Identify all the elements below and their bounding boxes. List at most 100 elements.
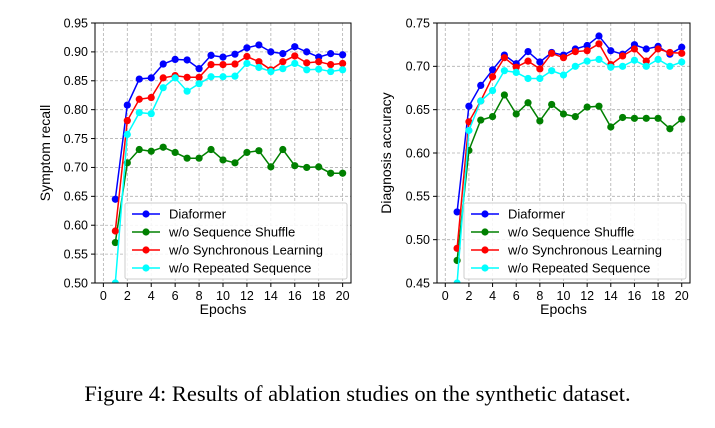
- series-2: [111, 143, 347, 247]
- data-point: [630, 114, 639, 122]
- data-point: [607, 63, 615, 71]
- y-tick-label: 0.70: [64, 161, 88, 175]
- legend-marker: [481, 264, 489, 272]
- data-point: [477, 81, 485, 89]
- y-tick-label: 0.55: [64, 247, 88, 261]
- data-point: [630, 56, 639, 64]
- chart-1: 0.50 0.55 0.60 0.65 0.70 0.75 0.80 0.85 0.90 0.95…: [37, 16, 352, 317]
- legend-marker: [481, 210, 489, 218]
- data-point: [267, 48, 275, 56]
- y-tick-label: 0.65: [406, 103, 430, 117]
- legend-label: w/o Sequence Shuffle: [168, 225, 295, 240]
- data-point: [183, 154, 191, 162]
- data-point: [147, 110, 155, 118]
- data-point: [303, 48, 311, 56]
- x-tick-label: 0: [100, 289, 107, 303]
- legend-label: w/o Synchronous Learning: [507, 243, 662, 258]
- data-point: [571, 113, 579, 121]
- legend-label: w/o Sequence Shuffle: [507, 225, 634, 240]
- data-point: [339, 59, 347, 68]
- data-point: [291, 52, 299, 60]
- data-point: [327, 67, 335, 76]
- data-point: [548, 100, 556, 109]
- legend-marker: [142, 264, 150, 272]
- data-point: [123, 101, 131, 109]
- data-point: [642, 62, 650, 70]
- data-point: [207, 145, 215, 154]
- data-point: [500, 54, 508, 62]
- data-point: [678, 115, 686, 123]
- data-point: [571, 48, 579, 56]
- legend: Diaformer w/o Sequence Shuffle w/o Synchro…: [463, 202, 687, 280]
- data-point: [279, 145, 287, 154]
- data-point: [512, 63, 520, 71]
- data-point: [500, 91, 508, 99]
- data-point: [243, 44, 251, 52]
- data-point: [315, 58, 323, 66]
- data-point: [583, 47, 591, 55]
- data-point: [207, 51, 215, 59]
- legend-label: w/o Synchronous Learning: [168, 243, 323, 258]
- data-point: [548, 49, 556, 57]
- data-point: [315, 163, 323, 171]
- data-point: [536, 65, 544, 73]
- x-tick-label: 4: [148, 289, 155, 303]
- data-point: [111, 279, 119, 283]
- data-point: [465, 118, 473, 126]
- data-point: [327, 50, 335, 58]
- y-tick-label: 0.55: [406, 190, 430, 204]
- x-tick-label: 16: [288, 289, 302, 303]
- legend-label: w/o Repeated Sequence: [168, 261, 311, 276]
- x-tick-label: 4: [489, 289, 496, 303]
- data-point: [255, 41, 263, 49]
- x-tick-label: 8: [536, 289, 543, 303]
- data-point: [477, 97, 485, 105]
- data-point: [207, 73, 215, 81]
- data-point: [488, 87, 497, 95]
- data-point: [571, 62, 579, 70]
- data-point: [219, 61, 227, 69]
- data-point: [339, 169, 347, 177]
- data-point: [607, 123, 615, 131]
- data-point: [111, 238, 119, 247]
- x-tick-label: 12: [580, 289, 594, 303]
- data-point: [135, 108, 143, 117]
- data-point: [291, 43, 299, 51]
- figure-caption: Figure 4: Results of ablation studies on…: [84, 381, 631, 406]
- data-point: [630, 45, 639, 53]
- data-point: [512, 68, 520, 76]
- y-tick-label: 0.90: [64, 45, 88, 59]
- data-point: [231, 60, 239, 68]
- series-2: [453, 91, 686, 265]
- legend-marker: [142, 210, 150, 218]
- data-point: [666, 125, 674, 133]
- data-point: [678, 43, 686, 51]
- data-point: [524, 48, 532, 56]
- data-point: [279, 58, 287, 66]
- x-tick-label: 12: [240, 289, 254, 303]
- x-tick-label: 10: [216, 289, 230, 303]
- data-point: [465, 126, 473, 135]
- data-point: [642, 114, 650, 122]
- data-point: [666, 62, 674, 70]
- data-point: [255, 58, 263, 66]
- y-tick-label: 0.60: [406, 146, 430, 160]
- data-point: [488, 113, 497, 121]
- data-point: [267, 163, 275, 171]
- data-point: [642, 57, 650, 65]
- legend-marker: [142, 228, 150, 236]
- data-point: [595, 32, 603, 40]
- y-tick-label: 0.50: [406, 233, 430, 247]
- data-point: [135, 145, 143, 154]
- legend-box: [463, 202, 687, 280]
- series-4: [453, 55, 686, 283]
- data-point: [524, 57, 532, 65]
- data-point: [619, 52, 627, 60]
- x-tick-label: 18: [312, 289, 326, 303]
- data-point: [231, 72, 239, 80]
- data-point: [303, 66, 311, 74]
- data-point: [619, 113, 627, 122]
- y-tick-label: 0.45: [406, 276, 430, 290]
- data-point: [183, 56, 191, 64]
